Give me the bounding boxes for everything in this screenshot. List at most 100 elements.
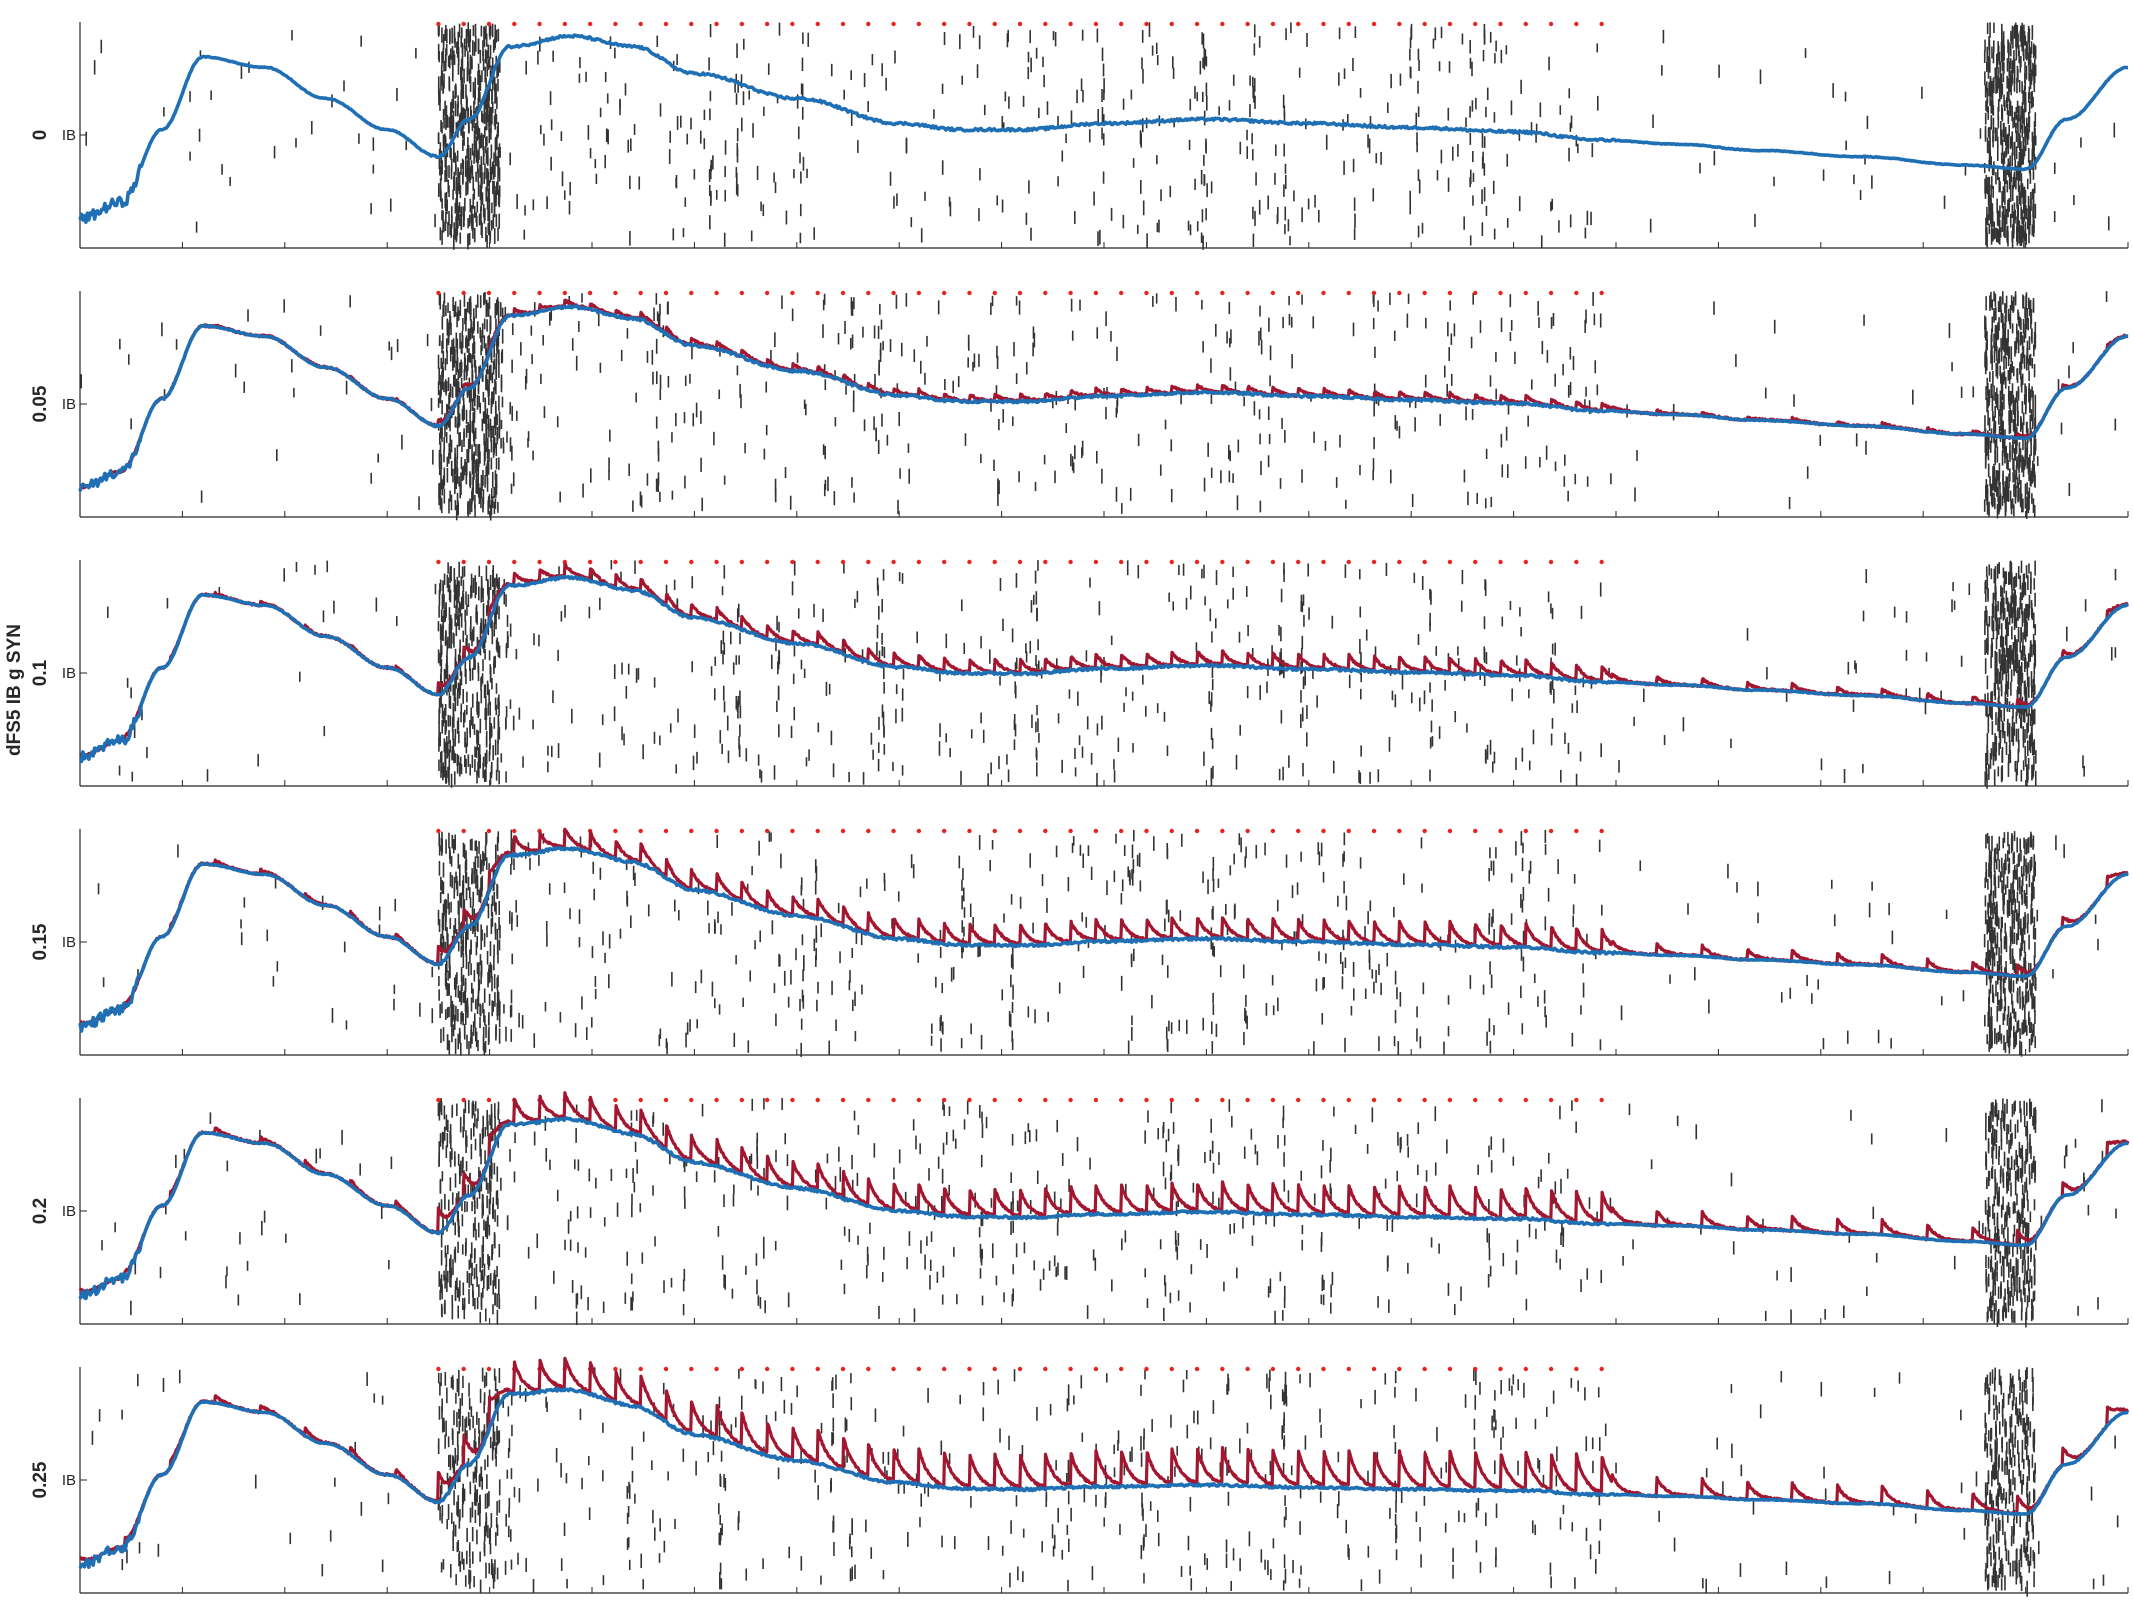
stimulus-dot: [840, 290, 846, 296]
stimulus-dot: [1270, 290, 1276, 296]
stimulus-dot: [1574, 559, 1579, 565]
stimulus-dot: [689, 559, 694, 565]
stimulus-dot: [992, 559, 997, 565]
baseline-trace-line: [78, 33, 2129, 224]
stimulus-dot: [739, 559, 745, 565]
stimulus-dot: [967, 21, 972, 27]
stimulus-dot: [1169, 21, 1174, 27]
row-label-0.05: 0.05: [30, 385, 51, 422]
stimulus-dot: [1270, 21, 1276, 27]
stimulus-markers: [436, 559, 1604, 565]
stimulus-dot: [537, 559, 542, 565]
modulated-trace-line: [79, 298, 2129, 490]
stimulus-dot: [1118, 21, 1124, 27]
stimulus-dot: [941, 290, 947, 296]
stimulus-dot: [1371, 21, 1377, 27]
stimulus-dot: [1599, 559, 1604, 565]
stimulus-dot: [941, 21, 947, 27]
stimulus-dot: [1321, 290, 1326, 296]
stimulus-dot: [486, 559, 492, 565]
spike-raster: [80, 291, 2117, 521]
stimulus-dot: [486, 21, 492, 27]
stimulus-dot: [1321, 559, 1326, 565]
stimulus-dot: [916, 559, 922, 565]
stimulus-dot: [1523, 290, 1528, 296]
stimulus-dot: [512, 290, 517, 296]
stimulus-dot: [1346, 290, 1351, 296]
stimulus-dot: [1498, 559, 1503, 565]
stimulus-dot: [461, 559, 466, 565]
stimulus-dot: [967, 559, 972, 565]
stimulus-dot: [1118, 559, 1124, 565]
y-tick-label: IB: [62, 665, 76, 682]
stimulus-dot: [1043, 21, 1048, 27]
stimulus-dot: [689, 21, 694, 27]
stimulus-dot: [1523, 21, 1528, 27]
stimulus-dot: [613, 559, 618, 565]
y-tick-label: IB: [62, 396, 76, 413]
baseline-trace-line: [79, 575, 2129, 764]
stimulus-dot: [1118, 290, 1124, 296]
stimulus-dot: [1422, 21, 1427, 27]
stimulus-dot: [1093, 559, 1099, 565]
stimulus-dot: [1498, 21, 1503, 27]
stimulus-dot: [840, 21, 846, 27]
row-label-0.1: 0.1: [30, 659, 51, 686]
stimulus-dot: [840, 559, 846, 565]
stimulus-dot: [1296, 21, 1301, 27]
stimulus-dot: [1245, 21, 1250, 27]
stimulus-dot: [663, 21, 669, 27]
row-label-0: 0: [30, 130, 51, 141]
stimulus-dot: [1498, 290, 1503, 296]
stimulus-dot: [916, 290, 922, 296]
stimulus-dot: [1422, 290, 1427, 296]
spike-raster: [97, 829, 2099, 1057]
stimulus-dot: [1144, 21, 1149, 27]
stimulus-dot: [1599, 290, 1604, 296]
stimulus-dot: [764, 290, 770, 296]
stimulus-dot: [638, 21, 643, 27]
stimulus-dot: [512, 21, 517, 27]
stimulus-dot: [967, 290, 972, 296]
stimulus-dot: [1220, 21, 1225, 27]
stimulus-dot: [1397, 290, 1402, 296]
row-label-0.15: 0.15: [30, 923, 51, 960]
stimulus-dot: [992, 290, 997, 296]
stimulus-dot: [512, 559, 517, 565]
stimulus-dot: [1473, 21, 1478, 27]
stimulus-dot: [1169, 290, 1174, 296]
stimulus-dot: [436, 21, 441, 27]
y-tick-label: IB: [62, 934, 76, 951]
stimulus-dot: [1144, 559, 1149, 565]
stimulus-dot: [1220, 290, 1225, 296]
stimulus-dot: [1397, 559, 1402, 565]
stimulus-dot: [1043, 290, 1048, 296]
y-axis-label: dFS5 IB g SYN: [4, 624, 25, 756]
stimulus-dot: [1321, 21, 1326, 27]
stimulus-dot: [1422, 559, 1427, 565]
stimulus-dot: [866, 290, 871, 296]
stimulus-dot: [1017, 290, 1023, 296]
stimulus-dot: [562, 290, 568, 296]
stimulus-dot: [1548, 559, 1554, 565]
stimulus-dot: [739, 21, 745, 27]
stimulus-dot: [587, 21, 593, 27]
stimulus-dot: [1371, 290, 1377, 296]
stimulus-dot: [613, 290, 618, 296]
stimulus-dot: [790, 559, 795, 565]
stimulus-dot: [663, 559, 669, 565]
stimulus-dot: [815, 21, 820, 27]
baseline-trace-line: [78, 304, 2129, 492]
stimulus-dot: [461, 290, 466, 296]
stimulus-dot: [1220, 559, 1225, 565]
stimulus-dot: [739, 290, 745, 296]
stimulus-dot: [1473, 559, 1478, 565]
stimulus-dot: [1093, 290, 1099, 296]
stimulus-dot: [1447, 559, 1453, 565]
stimulus-dot: [613, 21, 618, 27]
panel-0.15: IB 0.15: [30, 827, 2129, 1057]
panel-0.1: IB 0.1: [30, 559, 2130, 789]
stimulus-dot: [1447, 290, 1453, 296]
stimulus-dot: [689, 290, 694, 296]
stimulus-dot: [1194, 559, 1200, 565]
